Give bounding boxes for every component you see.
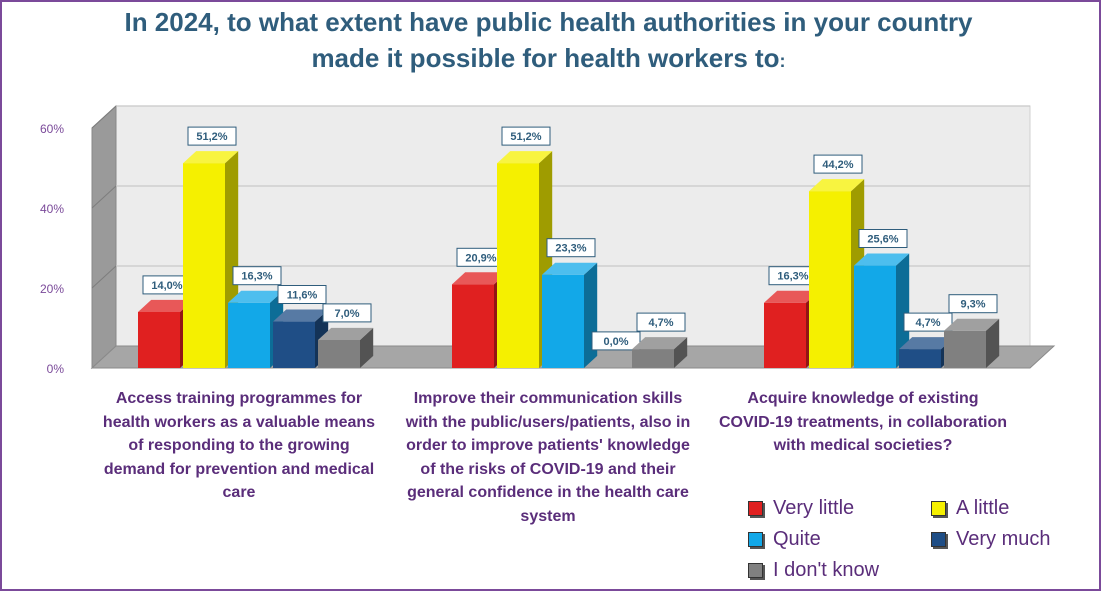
data-label-very-much-1: 11,6% [287, 290, 318, 302]
bar-side-quite-2 [584, 262, 598, 368]
bar-i-don-t-know-3 [944, 330, 986, 368]
bar-top-very-little-3 [764, 290, 820, 303]
bar-top-quite-1 [228, 290, 284, 303]
bar-top-a-little-3 [809, 179, 865, 192]
bar-quite-1 [228, 302, 270, 368]
bar-i-don-t-know-2 [632, 349, 674, 368]
data-label-a-little-1: 51,2% [196, 131, 227, 143]
data-label-very-much-2: 0,0% [603, 336, 628, 348]
legend-label-very-little: Very little [773, 496, 855, 519]
bar-very-little-1 [138, 312, 180, 368]
bar-top-a-little-1 [183, 151, 239, 164]
bar-top-very-little-2 [452, 272, 508, 285]
bar-very-little-2 [452, 284, 494, 368]
legend-swatch-very-much [931, 531, 946, 547]
data-label-box-very-much-3 [903, 312, 953, 332]
data-label-box-a-little-3 [813, 154, 863, 174]
data-label-box-i-don-t-know-1 [322, 303, 372, 323]
bar-very-much-3 [899, 349, 941, 368]
bar-very-much-1 [273, 321, 315, 368]
bar-side-i-don-t-know-2 [674, 337, 688, 368]
category-label-1: Access training programmes for health wo… [102, 390, 376, 501]
gridline-side [91, 185, 117, 209]
bar-side-i-don-t-know-1 [360, 327, 374, 368]
data-label-i-don-t-know-1: 7,0% [334, 308, 359, 320]
gridline-side [91, 265, 117, 289]
legend-item-dont-know: I don't know [748, 556, 879, 584]
y-tick-label: 60% [40, 122, 64, 136]
bar-top-very-much-3 [899, 337, 955, 350]
data-label-i-don-t-know-2: 4,7% [648, 317, 673, 329]
bar-side-i-don-t-know-3 [986, 318, 1000, 368]
data-label-box-quite-1 [232, 266, 282, 286]
legend-label-quite: Quite [773, 527, 821, 550]
legend-item-a-little: A little [931, 494, 1009, 522]
legend-label-very-much: Very much [956, 527, 1051, 550]
chart-legend: Very little A little Quite Very much I d… [748, 494, 1088, 586]
chart-title-line-1: In 2024, to what extent have public heal… [124, 7, 973, 37]
bar-top-a-little-2 [497, 151, 553, 164]
data-label-box-quite-3 [858, 229, 908, 248]
bar-very-little-3 [764, 302, 806, 368]
data-label-a-little-2: 51,2% [510, 131, 541, 143]
data-label-quite-2: 23,3% [555, 243, 586, 255]
data-label-very-little-1: 14,0% [151, 280, 182, 292]
category-label-3: Acquire knowledge of existing COVID-19 t… [718, 390, 1008, 454]
bar-top-very-little-1 [138, 299, 194, 312]
chart-title-line-2: made it possible for health workers to: [0, 40, 1097, 79]
data-label-box-a-little-2 [501, 126, 551, 146]
bar-top-i-don-t-know-1 [318, 327, 374, 340]
y-tick-label: 20% [40, 282, 64, 296]
bar-top-quite-3 [854, 253, 910, 266]
bar-a-little-1 [183, 163, 225, 368]
bar-quite-2 [542, 274, 584, 368]
y-tick-label: 40% [40, 202, 64, 216]
data-label-box-very-much-1 [277, 285, 327, 304]
legend-swatch-dont-know [748, 562, 763, 578]
bar-top-very-much-1 [273, 309, 329, 322]
bar-i-don-t-know-1 [318, 340, 360, 368]
data-label-box-a-little-1 [187, 126, 237, 146]
data-label-box-quite-2 [546, 238, 596, 258]
chart-title-colon: : [779, 51, 786, 71]
side-wall [91, 104, 117, 370]
data-label-very-much-3: 4,7% [915, 317, 940, 329]
legend-swatch-a-little [931, 500, 946, 516]
chart-title: In 2024, to what extent have public heal… [0, 4, 1097, 79]
bar-side-quite-3 [896, 253, 910, 368]
legend-item-quite: Quite [748, 525, 821, 553]
legend-label-dont-know: I don't know [773, 558, 880, 581]
legend-swatch-very-little [748, 500, 763, 516]
category-label-2: Improve their communication skills with … [405, 390, 691, 525]
data-label-a-little-3: 44,2% [822, 159, 853, 171]
gridline-side [91, 105, 117, 129]
data-label-very-little-2: 20,9% [465, 252, 496, 264]
data-label-very-little-3: 16,3% [777, 271, 808, 283]
bar-top-i-don-t-know-2 [632, 337, 688, 350]
legend-swatch-quite [748, 531, 763, 547]
y-tick-label: 0% [47, 362, 65, 376]
data-label-quite-1: 16,3% [241, 271, 272, 283]
data-label-quite-3: 25,6% [867, 234, 898, 246]
legend-item-very-much: Very much [931, 525, 1050, 553]
data-label-box-very-much-2 [591, 331, 641, 351]
data-label-box-i-don-t-know-3 [948, 294, 998, 314]
bar-a-little-2 [497, 163, 539, 368]
bar-a-little-3 [809, 191, 851, 368]
data-label-i-don-t-know-3: 9,3% [960, 299, 985, 311]
chart-title-line-2-text: made it possible for health workers to [311, 43, 780, 73]
bar-quite-3 [854, 265, 896, 368]
bar-top-quite-2 [542, 262, 598, 275]
legend-label-a-little: A little [956, 496, 1010, 519]
legend-item-very-little: Very little [748, 494, 854, 522]
bar-top-i-don-t-know-3 [944, 318, 1000, 331]
data-label-box-i-don-t-know-2 [636, 312, 686, 332]
